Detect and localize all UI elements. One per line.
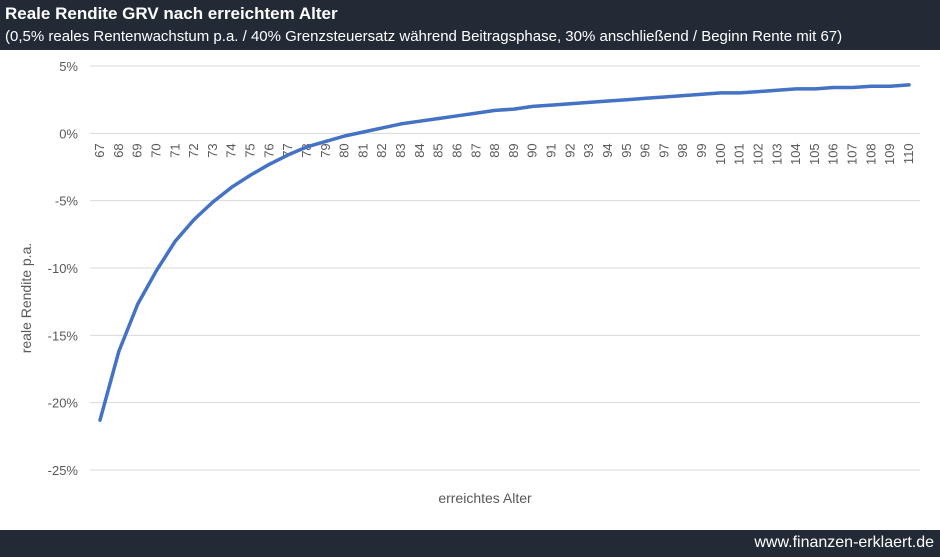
x-tick-label: 69 (130, 143, 145, 157)
y-tick-label: -10% (48, 261, 79, 276)
x-tick-label: 104 (788, 143, 803, 165)
x-tick-label: 103 (769, 143, 784, 165)
x-axis-ticks: 67 68 69 70 71 72 73 74 75 76 77 78 79 80 81 82 83 84 85 86… (92, 143, 916, 165)
x-tick-label: 106 (826, 143, 841, 165)
x-tick-label: 91 (544, 143, 559, 157)
y-axis-ticks: 5% 0% -5% -10% -15% -20% -25% (48, 59, 79, 478)
x-tick-label: 81 (355, 143, 370, 157)
x-tick-label: 70 (148, 143, 163, 157)
y-tick-label: -20% (48, 396, 79, 411)
x-tick-label: 67 (92, 143, 107, 157)
x-tick-label: 88 (487, 143, 502, 157)
x-tick-label: 96 (638, 143, 653, 157)
footer-site-link[interactable]: www.finanzen-erklaert.de (754, 534, 934, 551)
x-tick-label: 90 (525, 143, 540, 157)
x-tick-label: 107 (845, 143, 860, 165)
y-tick-label: -25% (48, 463, 79, 478)
x-tick-label: 108 (863, 143, 878, 165)
x-tick-label: 97 (656, 143, 671, 157)
series-line-rendite (98, 83, 911, 422)
x-tick-label: 73 (205, 143, 220, 157)
line-chart: 5% 0% -5% -10% -15% -20% -25% 67 68 69 70 71 72 73 74… (18, 59, 920, 506)
y-tick-label: 5% (59, 59, 78, 74)
chart-header: Reale Rendite GRV nach erreichtem Alter … (0, 0, 940, 50)
x-tick-label: 83 (393, 143, 408, 157)
x-tick-label: 109 (882, 143, 897, 165)
x-tick-label: 92 (562, 143, 577, 157)
x-tick-label: 71 (167, 143, 182, 157)
x-tick-label: 75 (243, 143, 258, 157)
x-tick-label: 102 (750, 143, 765, 165)
gridlines (90, 65, 920, 471)
x-tick-label: 85 (431, 143, 446, 157)
x-tick-label: 82 (374, 143, 389, 157)
x-tick-label: 94 (600, 143, 615, 157)
x-tick-label: 68 (111, 143, 126, 157)
x-tick-label: 72 (186, 143, 201, 157)
x-tick-label: 93 (581, 143, 596, 157)
x-tick-label: 110 (901, 143, 916, 164)
x-tick-label: 76 (261, 143, 276, 157)
y-axis-label: reale Rendite p.a. (18, 243, 34, 354)
chart-subtitle: (0,5% reales Rentenwachstum p.a. / 40% G… (5, 28, 843, 45)
y-tick-label: -5% (55, 194, 79, 209)
x-tick-label: 98 (675, 143, 690, 157)
footer: www.finanzen-erklaert.de (0, 530, 940, 557)
x-tick-label: 79 (318, 143, 333, 157)
x-tick-label: 101 (732, 143, 747, 165)
x-tick-label: 80 (337, 143, 352, 157)
x-axis-label: erreichtes Alter (438, 490, 532, 506)
chart-title: Reale Rendite GRV nach erreichtem Alter (5, 4, 338, 23)
x-tick-label: 86 (449, 143, 464, 157)
x-tick-label: 105 (807, 143, 822, 165)
x-tick-label: 84 (412, 143, 427, 157)
x-tick-label: 100 (713, 143, 728, 165)
x-tick-label: 89 (506, 143, 521, 157)
x-tick-label: 95 (619, 143, 634, 157)
x-tick-label: 99 (694, 143, 709, 157)
x-tick-label: 87 (468, 143, 483, 157)
x-tick-label: 74 (224, 143, 239, 157)
y-tick-label: 0% (59, 126, 78, 141)
y-tick-label: -15% (48, 328, 79, 343)
